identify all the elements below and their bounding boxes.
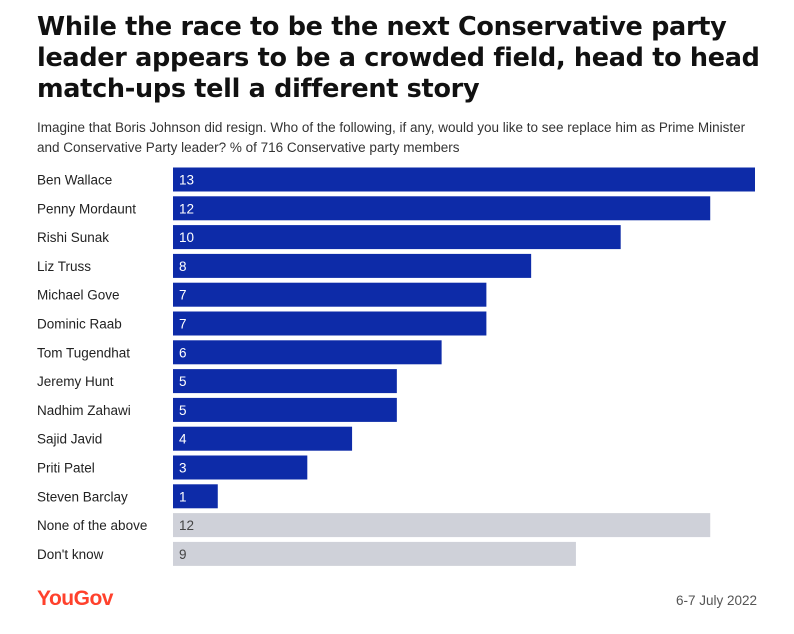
- bar: [173, 311, 487, 336]
- chart-subtitle: Imagine that Boris Johnson did resign. W…: [37, 120, 746, 155]
- category-label: Priti Patel: [37, 461, 95, 476]
- bar: [173, 340, 442, 365]
- value-label: 6: [179, 345, 187, 360]
- value-label: 7: [179, 288, 187, 303]
- category-label: Steven Barclay: [37, 489, 128, 504]
- bar: [173, 513, 711, 538]
- bar: [173, 541, 576, 566]
- category-label: Jeremy Hunt: [37, 374, 114, 389]
- bar: [173, 484, 218, 509]
- value-label: 9: [179, 547, 187, 562]
- category-label: Michael Gove: [37, 288, 120, 303]
- value-label: 5: [179, 374, 187, 389]
- bar: [173, 426, 353, 451]
- category-label: Nadhim Zahawi: [37, 403, 131, 418]
- category-label: None of the above: [37, 518, 147, 533]
- value-label: 13: [179, 173, 194, 188]
- value-label: 8: [179, 259, 187, 274]
- category-label: Tom Tugendhat: [37, 345, 130, 360]
- bar: [173, 253, 532, 278]
- bar: [173, 167, 755, 192]
- chart-title: While the race to be the next Conservati…: [37, 12, 760, 104]
- bar: [173, 397, 397, 422]
- category-label: Rishi Sunak: [37, 230, 109, 245]
- category-label: Dominic Raab: [37, 317, 122, 332]
- survey-date: 6-7 July 2022: [675, 593, 757, 608]
- bar: [173, 282, 487, 307]
- category-label: Liz Truss: [37, 259, 91, 274]
- value-label: 1: [179, 489, 187, 504]
- bar: [173, 225, 621, 250]
- value-label: 5: [179, 403, 187, 418]
- bar: [173, 455, 308, 480]
- value-label: 7: [179, 317, 187, 332]
- value-label: 12: [179, 201, 194, 216]
- value-label: 4: [179, 432, 187, 447]
- bar: [173, 196, 711, 221]
- yougov-logo: YouGov: [37, 587, 113, 610]
- category-label: Sajid Javid: [37, 432, 102, 447]
- value-label: 3: [179, 461, 187, 476]
- bar: [173, 369, 397, 394]
- value-label: 12: [179, 518, 194, 533]
- category-label: Ben Wallace: [37, 173, 112, 188]
- value-label: 10: [179, 230, 194, 245]
- category-label: Penny Mordaunt: [37, 201, 136, 216]
- category-label: Don't know: [37, 547, 104, 562]
